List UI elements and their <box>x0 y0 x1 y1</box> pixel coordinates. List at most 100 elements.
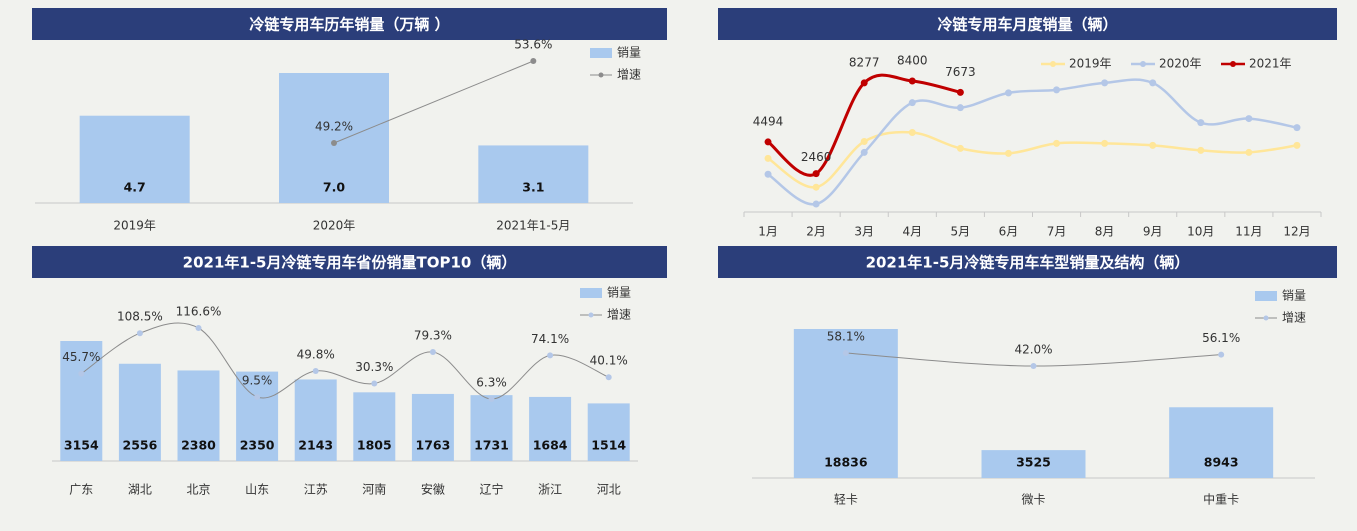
point <box>1149 141 1157 149</box>
point <box>1030 363 1037 369</box>
legend-label: 销量 <box>1282 289 1306 303</box>
point <box>136 330 143 337</box>
point <box>254 393 261 400</box>
point <box>842 350 849 356</box>
legend-marker <box>1230 61 1236 67</box>
point <box>312 367 319 374</box>
bar-label: 4.7 <box>124 180 146 195</box>
x-tick-label: 6月 <box>999 225 1019 239</box>
point <box>764 154 772 162</box>
bar-label: 3154 <box>64 438 99 453</box>
line-label: 49.2% <box>315 120 353 134</box>
title-bar <box>718 8 1337 40</box>
line-label: 9.5% <box>242 373 273 387</box>
x-tick-label: 2021年1-5月 <box>496 219 570 233</box>
point <box>812 200 820 208</box>
point <box>331 140 337 146</box>
x-tick-label: 2020年 <box>313 219 356 233</box>
point <box>1293 124 1301 132</box>
point <box>1101 139 1109 147</box>
line-series <box>767 130 1298 189</box>
bar-label: 2556 <box>123 438 158 453</box>
x-tick-label: 北京 <box>186 483 210 497</box>
x-tick-label: 湖北 <box>128 482 152 497</box>
bar <box>60 341 103 461</box>
x-tick-label: 3月 <box>854 225 874 239</box>
bar-label: 1805 <box>357 438 392 453</box>
point <box>1218 351 1225 358</box>
point <box>195 325 202 331</box>
data-label: 8400 <box>897 54 928 68</box>
bar <box>79 115 190 203</box>
legend-label: 销量 <box>607 286 631 300</box>
point <box>1293 141 1301 149</box>
x-tick-label: 1月 <box>758 225 778 239</box>
legend-marker <box>1263 315 1269 321</box>
bar <box>294 379 337 461</box>
x-tick-label: 广东 <box>69 483 93 497</box>
point <box>78 370 85 377</box>
point <box>371 380 378 387</box>
point <box>764 138 772 146</box>
point <box>908 128 916 136</box>
line-label: 79.3% <box>414 329 452 343</box>
bar-label: 2143 <box>298 438 333 453</box>
legend-label: 销量 <box>617 46 641 60</box>
title-bar <box>32 246 667 278</box>
x-tick-label: 中重卡 <box>1203 492 1239 507</box>
bar <box>279 73 389 203</box>
bar-label: 7.0 <box>323 180 345 195</box>
point <box>429 349 436 356</box>
line-label: 53.6% <box>514 38 552 52</box>
x-tick-label: 4月 <box>902 225 922 239</box>
bar <box>1169 407 1274 478</box>
point <box>605 374 612 381</box>
line-series <box>767 78 1298 206</box>
legend-label: 2019年 <box>1069 57 1112 71</box>
point <box>488 396 495 402</box>
bar-label: 1731 <box>474 438 509 453</box>
point <box>860 138 868 146</box>
x-tick-label: 河北 <box>597 483 621 497</box>
point <box>547 352 554 359</box>
bar <box>478 145 589 203</box>
point <box>1053 139 1061 147</box>
bar-label: 1514 <box>591 438 626 453</box>
x-tick-label: 浙江 <box>538 483 562 497</box>
legend-swatch <box>590 48 612 58</box>
x-tick-label: 辽宁 <box>479 482 503 497</box>
x-tick-label: 8月 <box>1095 225 1115 239</box>
point <box>1004 149 1012 157</box>
bar <box>981 450 1086 478</box>
line-label: 116.6% <box>176 305 222 319</box>
point <box>764 170 772 178</box>
x-tick-label: 7月 <box>1047 225 1067 239</box>
bar <box>353 392 396 461</box>
data-label: 2460 <box>801 150 832 164</box>
legend-label: 增速 <box>1282 311 1306 325</box>
point <box>956 144 964 152</box>
x-tick-label: 2019年 <box>113 219 156 233</box>
chart-title: 冷链专用车历年销量（万辆 ） <box>249 16 449 34</box>
line-label: 58.1% <box>827 330 865 344</box>
bar-label: 1763 <box>416 438 451 453</box>
legend-label: 增速 <box>607 308 631 322</box>
point <box>1101 79 1109 87</box>
legend-marker <box>588 312 594 318</box>
point <box>1245 148 1253 156</box>
x-tick-label: 2月 <box>806 225 826 239</box>
point <box>956 88 964 96</box>
point <box>908 77 916 85</box>
x-tick-label: 5月 <box>951 225 971 239</box>
line-label: 108.5% <box>117 310 163 324</box>
bar <box>177 370 220 461</box>
line-label: 30.3% <box>355 360 393 374</box>
point <box>1004 89 1012 97</box>
bar-label: 8943 <box>1204 455 1239 470</box>
bar-label: 2380 <box>181 438 216 453</box>
bar-label: 3.1 <box>522 180 544 195</box>
data-label: 4494 <box>753 114 784 128</box>
line-series <box>767 73 961 177</box>
line-label: 40.1% <box>590 354 628 368</box>
x-tick-label: 江苏 <box>304 483 328 497</box>
